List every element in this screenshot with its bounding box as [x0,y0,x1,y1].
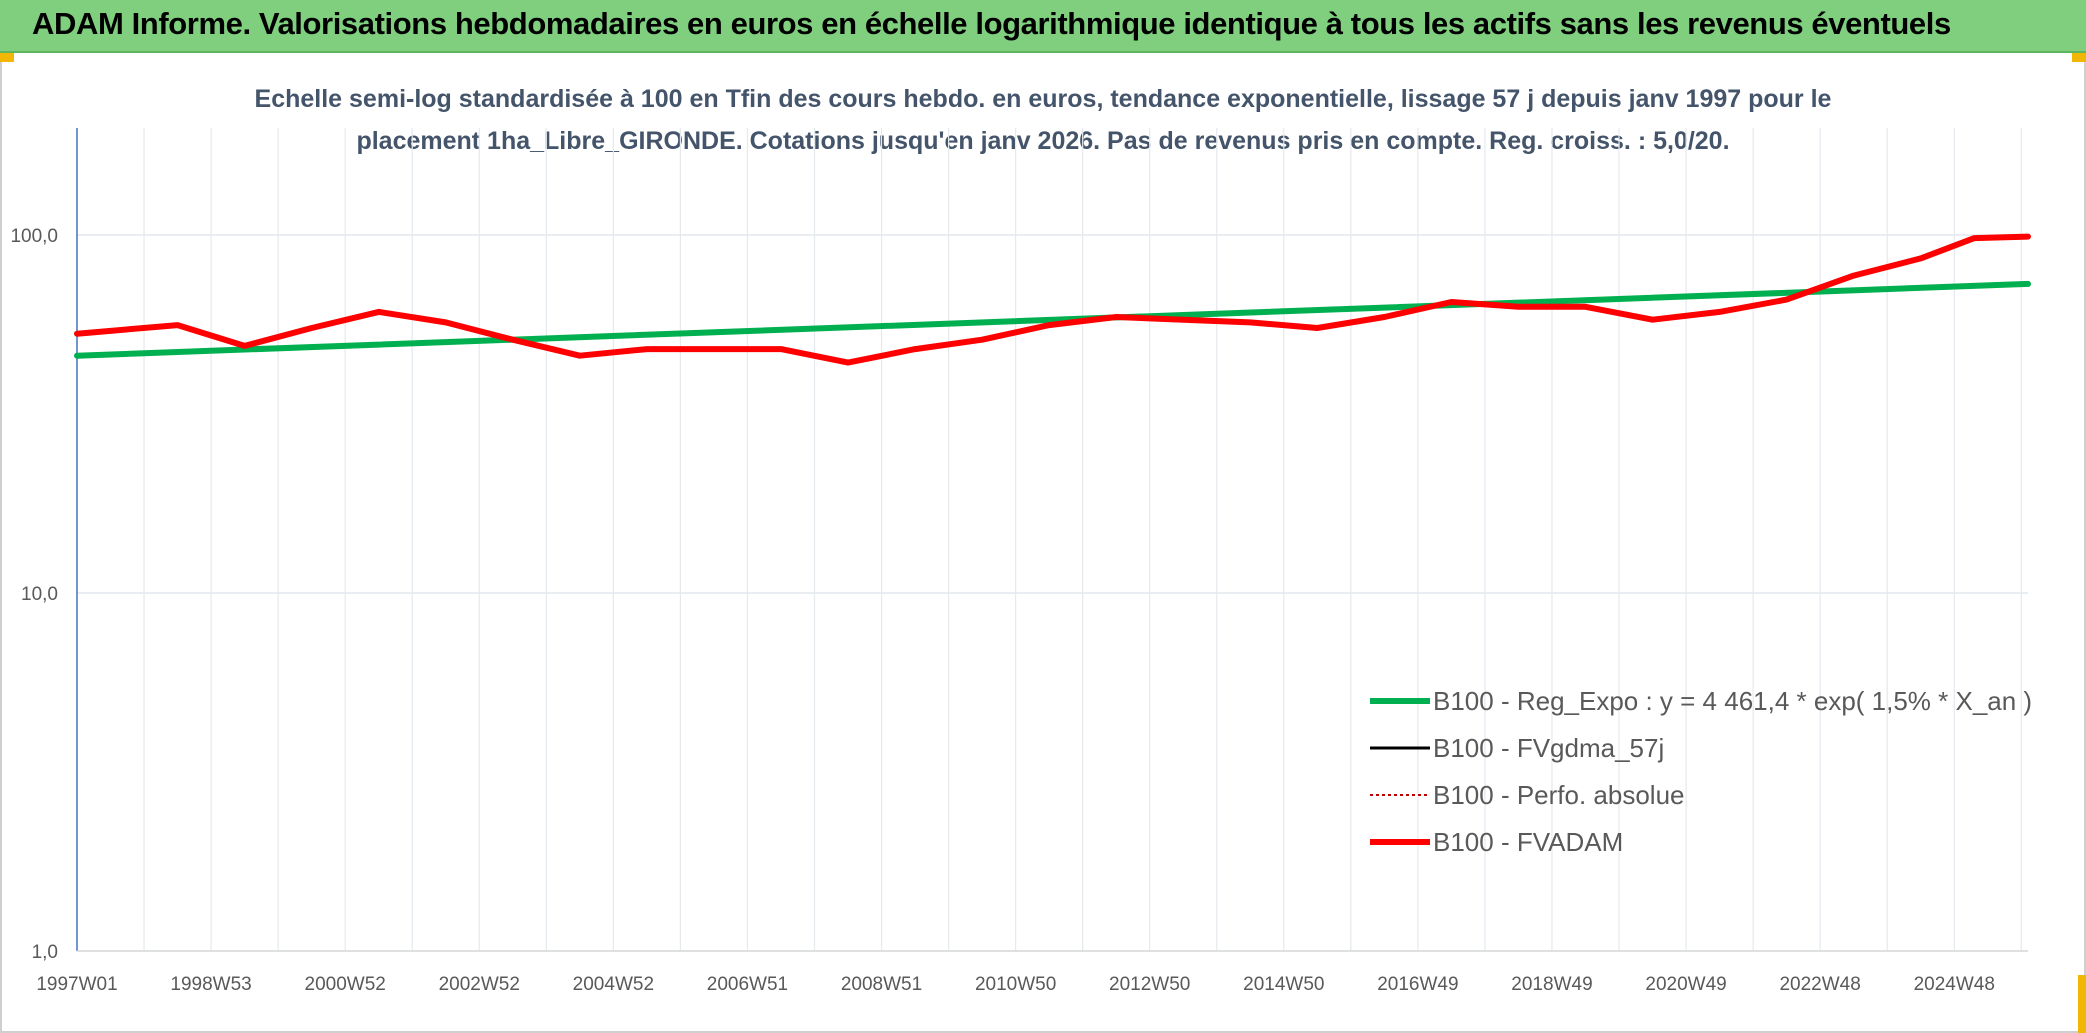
x-tick-label: 2002W52 [439,974,520,995]
y-tick-label: 10,0 [21,584,58,605]
header-band: ADAM Informe. Valorisations hebdomadaire… [0,0,2086,53]
page-title: ADAM Informe. Valorisations hebdomadaire… [32,6,1951,41]
legend-entry: B100 - FVADAM [1433,827,1623,857]
x-tick-label: 2020W49 [1645,974,1726,995]
x-tick-label: 2016W49 [1377,974,1458,995]
x-tick-label: 2024W48 [1914,974,1995,995]
y-tick-label: 100,0 [10,226,58,247]
x-tick-label: 2010W50 [975,974,1056,995]
x-tick-label: 2012W50 [1109,974,1190,995]
chart-subtitle-line-2: placement 1ha_Libre_GIRONDE. Cotations j… [356,127,1730,155]
series-line-3 [74,233,2031,366]
legend-entry: B100 - FVgdma_57j [1433,733,1664,763]
corner-marker-bottom-right [2078,975,2086,1033]
x-tick-label: 2022W48 [1779,974,1860,995]
x-tick-label: 1998W53 [170,974,251,995]
x-tick-label: 1997W01 [36,974,117,995]
chart-plot: 1,0 10,0 100,0 1997W01 1998W53 2000W52 2002W52… [10,128,2032,995]
chart-subtitle-line-1: Echelle semi-log standardisée à 100 en T… [254,85,1832,113]
x-tick-label: 2014W50 [1243,974,1324,995]
corner-marker-top-left [0,53,14,62]
x-tick-label: 2004W52 [573,974,654,995]
legend-entry: B100 - Reg_Expo : y = 4 461,4 * exp( 1,5… [1433,686,2032,716]
y-tick-label: 1,0 [32,942,58,963]
x-tick-label: 2008W51 [841,974,922,995]
x-tick-label: 2006W51 [707,974,788,995]
x-tick-label: 2000W52 [305,974,386,995]
legend-entry: B100 - Perfo. absolue [1433,780,1685,810]
series-line-0 [74,280,2031,359]
corner-marker-top-right [2072,53,2086,62]
x-tick-label: 2018W49 [1511,974,1592,995]
